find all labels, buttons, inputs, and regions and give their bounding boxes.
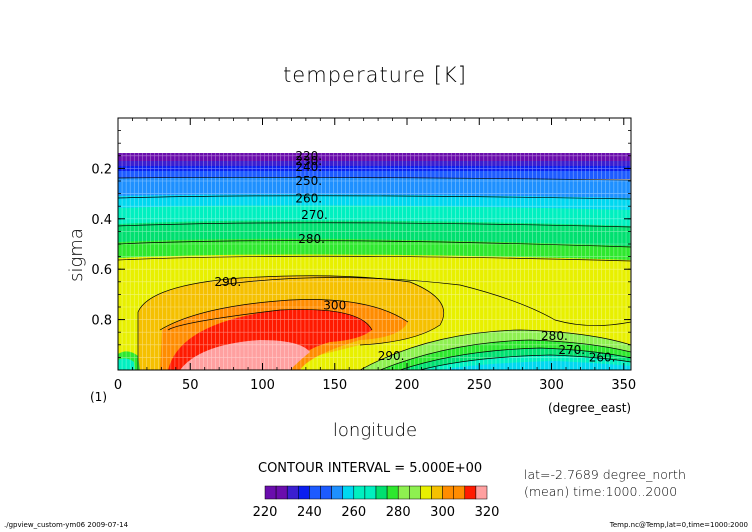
contour-label: 300 [323,299,346,313]
contour-line [137,275,445,346]
contour-label: 240. [295,160,322,174]
contour-label: 280. [298,232,325,246]
colorbar-cell [275,485,288,500]
colorbar: 220 240 260 280 300 320 [253,485,500,520]
band-left-2 [118,358,135,370]
grid-lines [118,118,631,370]
band-245 [118,177,631,200]
y-tick-label: 0.6 [91,263,112,278]
y-tick-label: 0.8 [91,314,112,329]
contour-line [118,176,631,181]
colorbar-tick-label: 240 [297,505,322,520]
x-unit-label: (degree_east) [548,401,631,415]
x-tick-label: 250 [467,378,492,393]
contour-label: 260. [589,350,616,364]
contour-label: 230. [295,154,322,168]
colorbar-cell [409,485,421,500]
contour-lines [118,176,631,370]
colorbar-cell [431,485,443,500]
colorbar-cell [353,485,366,500]
x-tick-label: 200 [395,378,420,393]
contour-line [118,255,631,262]
y-tick-label: 0.2 [91,162,112,177]
band-225 [118,161,631,168]
colorbar-cell [331,485,343,500]
y-axis-label: sigma [66,228,87,282]
chart-title: temperature [K] [283,63,467,87]
contour-line [399,347,631,370]
band-230 [118,166,631,173]
colorbar-cell [442,485,454,500]
contour-labels: 220.230.240.250.260.270.280.290.300280.2… [214,149,615,365]
contour-label: 290. [214,275,241,289]
colorbar-cell [386,485,399,500]
x-tick-label: 150 [322,378,347,393]
x-tick-label: 50 [182,378,199,393]
x-axis: 0 50 100 150 200 250 300 350 [114,118,636,393]
colorbar-cell [342,485,355,500]
y-axis: 0.2 0.4 0.6 0.8 [91,130,631,358]
colorbar-cell [420,485,432,500]
x-tick-label: 100 [250,378,275,393]
contour-line [118,240,631,248]
colorbar-cell [475,485,488,500]
contour-label: 270. [301,208,328,222]
y-tick-label: 0.4 [91,213,112,228]
x-axis-label: longitude [333,420,417,441]
colorbar-cell [397,485,410,500]
contour-line [419,354,631,370]
colorbar-cell [298,485,310,500]
colorbar-tick-label: 220 [253,505,278,520]
contour-line [159,299,409,331]
colorbar-cell [453,485,466,500]
contour-label: 290. [378,349,405,363]
colorbar-cell [375,485,388,500]
contour-line [167,309,373,331]
colorbar-tick-label: 320 [475,505,500,520]
footer-right: Temp.nc@Temp,lat=0,time=1000:2000 [609,521,748,529]
footer-left: ./gpview_custom-ym06 2009-07-14 [4,521,129,529]
colorbar-cell [309,485,321,500]
contour-label: 260. [295,192,322,206]
contour-field: 220.230.240.250.260.270.280.290.300280.2… [118,118,631,370]
contour-label: 250. [295,174,322,188]
y-axis-suffix: (1) [90,390,107,404]
band-220 [118,153,631,163]
band-cold-5 [440,361,631,370]
x-tick-label: 0 [114,378,122,393]
contour-label: 280. [541,329,568,343]
band-235 [118,171,631,179]
colorbar-tick-label: 260 [341,505,366,520]
contour-label: 220. [295,149,322,163]
colorbar-cell [464,485,477,500]
contour-line [118,222,631,228]
band-310 [180,340,310,370]
contour-interval-text: CONTOUR INTERVAL = 5.000E+00 [258,461,482,476]
info-line-1: lat=-2.7689 degree_north [524,467,686,482]
colorbar-cell [286,485,299,500]
colorbar-cell [364,485,377,500]
contour-line [379,339,631,370]
colorbar-cell [264,485,277,500]
contour-line [118,195,631,200]
colorbar-tick-label: 300 [430,505,455,520]
contour-line [219,277,631,326]
x-tick-label: 350 [611,378,636,393]
colorbar-tick-label: 280 [386,505,411,520]
x-tick-label: 300 [539,378,564,393]
contour-line [359,329,631,370]
contour-label: 270. [558,343,585,357]
info-line-2: (mean) time:1000..2000 [524,484,677,499]
colorbar-cell [320,485,332,500]
